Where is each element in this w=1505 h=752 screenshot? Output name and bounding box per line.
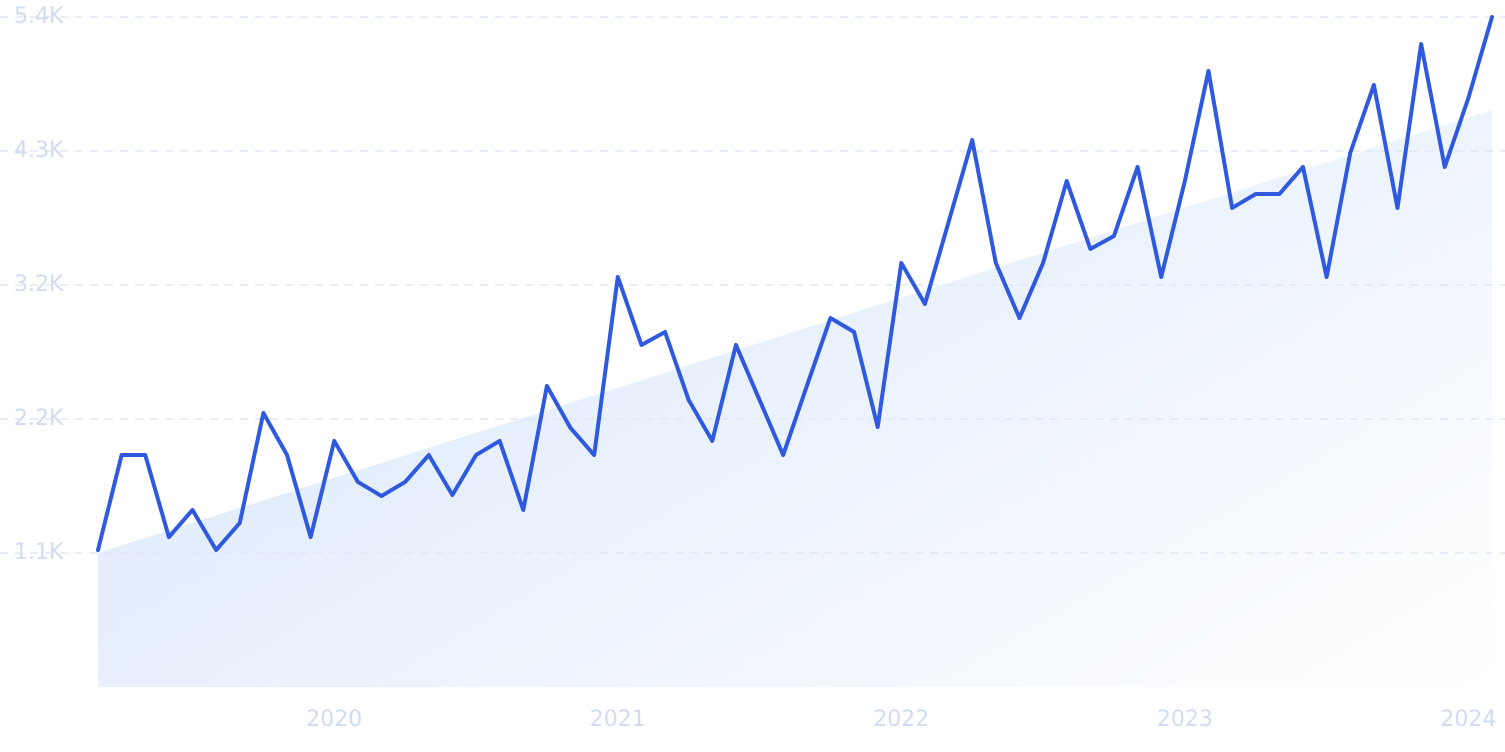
x-tick-label: 2021 — [590, 707, 646, 732]
y-tick-label: 4.3K — [14, 138, 64, 163]
data-line — [96, 15, 1494, 553]
x-tick-label: 2020 — [306, 707, 362, 732]
y-tick-label: 5.4K — [14, 4, 64, 29]
x-tick-label: 2024 — [1440, 707, 1496, 732]
trend-area — [98, 109, 1492, 688]
y-tick-label: 1.1K — [14, 540, 64, 565]
y-tick-label: 2.2K — [14, 406, 64, 431]
x-tick-label: 2022 — [873, 707, 929, 732]
x-tick-label: 2023 — [1157, 707, 1213, 732]
y-tick-label: 3.2K — [14, 272, 64, 297]
